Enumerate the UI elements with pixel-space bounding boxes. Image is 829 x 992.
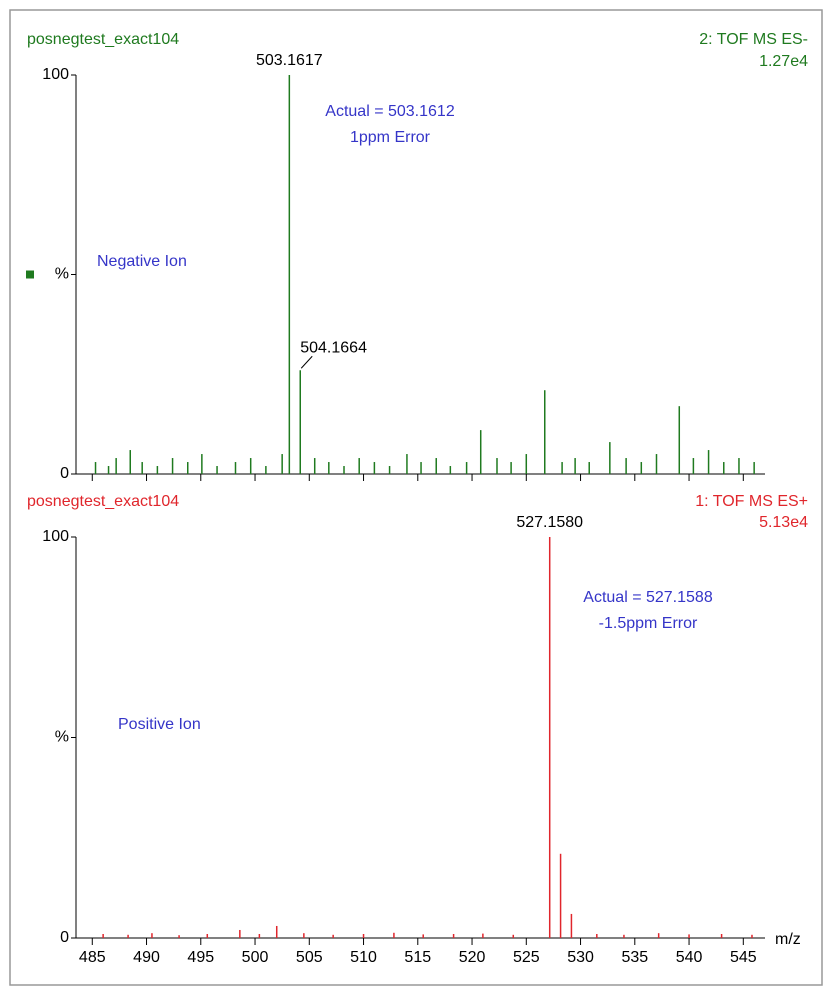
x-tick-label: 490 xyxy=(133,949,160,966)
leader xyxy=(300,355,313,369)
y-tick-label: 100 xyxy=(42,66,69,83)
x-tick-label: 545 xyxy=(730,949,757,966)
y-tick-label: 0 xyxy=(60,465,69,482)
ion-label: Negative Ion xyxy=(97,253,187,270)
annotation: Actual = 503.1612 xyxy=(325,103,455,120)
x-tick-label: 525 xyxy=(513,949,540,966)
frame xyxy=(9,9,823,986)
annotation: 1ppm Error xyxy=(350,129,431,146)
channel-marker xyxy=(26,270,34,279)
x-tick-label: 535 xyxy=(621,949,648,966)
x-tick-label: 505 xyxy=(296,949,323,966)
intensity-label: 5.13e4 xyxy=(759,514,808,531)
annotation: Actual = 527.1588 xyxy=(583,589,713,606)
function-label: 1: TOF MS ES+ xyxy=(695,493,808,510)
x-tick-label: 530 xyxy=(567,949,594,966)
x-axis-label: m/z xyxy=(775,931,801,948)
x-tick-label: 495 xyxy=(187,949,214,966)
ion-label: Positive Ion xyxy=(118,716,201,733)
x-tick-label: 500 xyxy=(242,949,269,966)
x-tick-label: 515 xyxy=(404,949,431,966)
panel-title: posnegtest_exact104 xyxy=(27,31,179,48)
x-tick-label: 540 xyxy=(676,949,703,966)
peak-label: 503.1617 xyxy=(256,52,323,69)
panel-title: posnegtest_exact104 xyxy=(27,493,179,510)
y-tick-label: 100 xyxy=(42,528,69,545)
peak-label: 527.1580 xyxy=(516,514,583,531)
y-tick-label: 0 xyxy=(60,929,69,946)
x-tick-label: 510 xyxy=(350,949,377,966)
x-tick-label: 520 xyxy=(459,949,486,966)
peak-label: 504.1664 xyxy=(300,339,367,356)
y-tick-label: % xyxy=(55,729,69,746)
y-tick-label: % xyxy=(55,266,69,283)
intensity-label: 1.27e4 xyxy=(759,53,808,70)
x-tick-label: 485 xyxy=(79,949,106,966)
annotation: -1.5ppm Error xyxy=(599,615,698,632)
function-label: 2: TOF MS ES- xyxy=(699,31,808,48)
